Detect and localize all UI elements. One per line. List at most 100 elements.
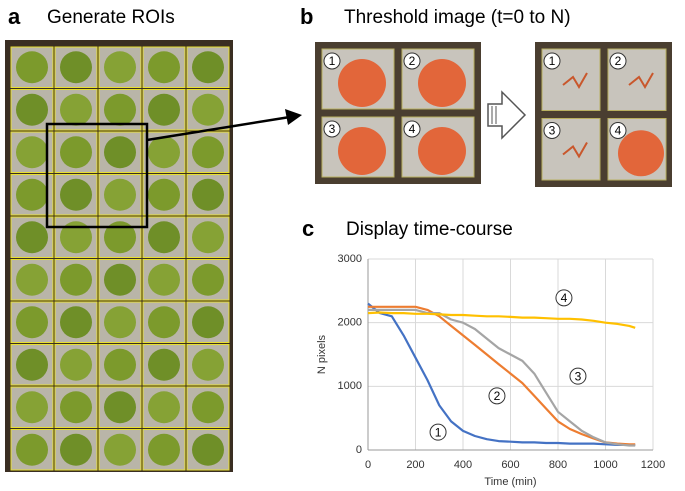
- roi: [98, 344, 142, 386]
- roi: [98, 174, 142, 216]
- x-tick-label: 600: [501, 459, 519, 471]
- roi: [98, 259, 142, 301]
- roi-label: 1: [329, 54, 336, 68]
- roi: [98, 46, 142, 88]
- roi: [186, 301, 230, 343]
- leaf-disc: [192, 136, 224, 169]
- panel-label: a: [8, 4, 21, 29]
- leaf-disc: [16, 306, 48, 339]
- x-tick-label: 0: [365, 459, 371, 471]
- highlight-box: [45, 122, 149, 229]
- roi: [10, 131, 54, 173]
- leaf-disc: [104, 178, 136, 211]
- leaf-disc: [16, 136, 48, 169]
- leaf-disc: [104, 51, 136, 84]
- x-tick-label: 800: [549, 459, 567, 471]
- leaf-disc: [60, 433, 92, 466]
- roi: [10, 216, 54, 258]
- roi: [54, 344, 98, 386]
- roi-marker: [609, 52, 627, 70]
- leaf-disc: [148, 93, 180, 126]
- roi-label: 3: [329, 122, 336, 136]
- series-label: 1: [435, 425, 442, 439]
- hollow-arrow: [487, 90, 527, 140]
- roi: [54, 174, 98, 216]
- y-axis-label: N pixels: [316, 334, 328, 374]
- time-course-chart: 0 1000 2000 3000 0 200 400 600 800 1000 1200 Time (…: [316, 253, 665, 488]
- leaf-disc: [16, 93, 48, 126]
- leaf-disc: [60, 263, 92, 296]
- leaf-disc: [192, 93, 224, 126]
- roi: [142, 344, 186, 386]
- roi: [142, 386, 186, 428]
- roi: [98, 89, 142, 131]
- x-tick-label: 1200: [641, 459, 665, 471]
- roi: [54, 131, 98, 173]
- leaf-disc: [192, 51, 224, 84]
- leaf-disc: [148, 391, 180, 424]
- roi-label: 4: [615, 124, 622, 138]
- roi: [54, 259, 98, 301]
- leaf-disc: [16, 391, 48, 424]
- leaf-disc: [104, 263, 136, 296]
- roi: [54, 46, 98, 88]
- leaf-disc: [192, 306, 224, 339]
- thresholded-disc: [618, 130, 664, 177]
- series-marker: [429, 423, 447, 441]
- roi: [10, 344, 54, 386]
- thresholded-disc: [418, 59, 466, 107]
- roi: [186, 131, 230, 173]
- leaf-disc: [60, 348, 92, 381]
- residual-pixels: [562, 142, 588, 159]
- roi: [186, 429, 230, 471]
- residual-pixels: [628, 72, 654, 89]
- roi-label: 1: [549, 54, 556, 68]
- roi: [186, 174, 230, 216]
- x-tick-label: 1000: [593, 459, 617, 471]
- roi: [142, 216, 186, 258]
- y-tick-label: 2000: [338, 317, 362, 329]
- roi-marker: [609, 122, 627, 139]
- zoom-arrow: [146, 115, 291, 142]
- x-tick-label: 400: [454, 459, 472, 471]
- leaf-disc: [148, 178, 180, 211]
- leaf-disc: [148, 221, 180, 254]
- roi-marker: [323, 120, 341, 138]
- series-marker: [569, 367, 587, 385]
- leaf-disc: [16, 178, 48, 211]
- roi: [10, 174, 54, 216]
- leaf-disc: [104, 391, 136, 424]
- leaf-disc: [60, 221, 92, 254]
- leaf-disc: [192, 433, 224, 466]
- roi: [186, 259, 230, 301]
- leaf-disc: [148, 348, 180, 381]
- x-axis-label: Time (min): [484, 476, 536, 488]
- roi: [186, 344, 230, 386]
- panel-title: Display time-course: [346, 219, 513, 240]
- roi: [10, 301, 54, 343]
- leaf-disc: [148, 263, 180, 296]
- roi: [186, 46, 230, 88]
- series-line: [367, 302, 636, 446]
- leaf-disc: [148, 51, 180, 84]
- leaf-disc: [16, 263, 48, 296]
- roi-label: 4: [409, 122, 416, 136]
- x-tick-label: 200: [406, 459, 424, 471]
- leaf-disc: [192, 263, 224, 296]
- y-tick-label: 1000: [338, 380, 362, 392]
- leaf-disc: [192, 178, 224, 211]
- leaf-disc: [60, 391, 92, 424]
- roi: [54, 216, 98, 258]
- panel-title: Threshold image (t=0 to N): [344, 7, 571, 28]
- roi: [142, 429, 186, 471]
- roi-marker: [403, 120, 421, 138]
- roi: [98, 301, 142, 343]
- leaf-disc: [104, 306, 136, 339]
- roi: [10, 429, 54, 471]
- leaf-disc: [60, 178, 92, 211]
- roi: [10, 386, 54, 428]
- roi: [10, 259, 54, 301]
- panel-label: c: [302, 216, 314, 241]
- thresholded-disc: [338, 59, 386, 107]
- leaf-disc: [148, 433, 180, 466]
